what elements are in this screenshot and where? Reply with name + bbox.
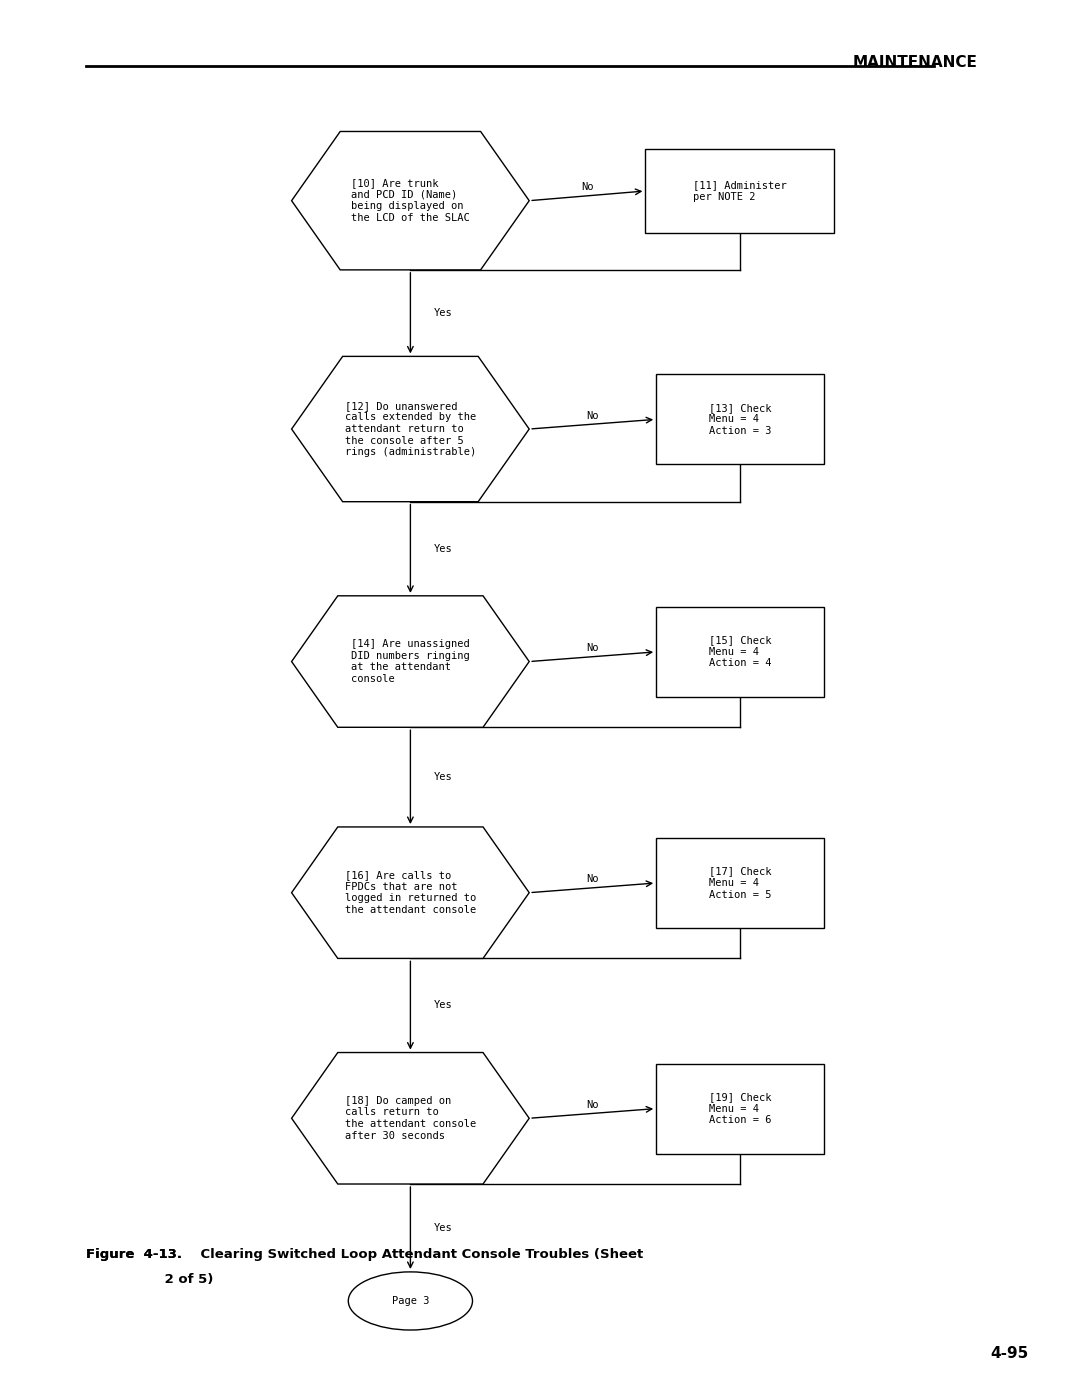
Text: Yes: Yes (434, 544, 453, 554)
Text: No: No (586, 644, 599, 653)
Bar (657, 837, 824, 927)
Text: [12] Do unanswered
calls extended by the
attendant return to
the console after 5: [12] Do unanswered calls extended by the… (345, 401, 476, 457)
Polygon shape (292, 595, 529, 728)
Polygon shape (292, 357, 529, 502)
Text: [11] Administer
per NOTE 2: [11] Administer per NOTE 2 (693, 180, 786, 202)
Text: 4-95: 4-95 (990, 1347, 1029, 1360)
Text: [19] Check
Menu = 4
Action = 6: [19] Check Menu = 4 Action = 6 (708, 1092, 771, 1125)
Text: MAINTENANCE: MAINTENANCE (852, 55, 977, 69)
Bar (657, 374, 824, 465)
Text: [14] Are unassigned
DID numbers ringing
at the attendant
console: [14] Are unassigned DID numbers ringing … (351, 639, 470, 684)
Text: Yes: Yes (434, 772, 453, 782)
Bar (646, 149, 834, 233)
Ellipse shape (348, 1272, 473, 1330)
Polygon shape (292, 828, 529, 958)
Text: No: No (586, 411, 599, 421)
Bar (657, 1063, 824, 1154)
Text: Figure  4-13.: Figure 4-13. (86, 1248, 183, 1261)
Polygon shape (292, 131, 529, 270)
Text: [10] Are trunk
and PCD ID (Name)
being displayed on
the LCD of the SLAC: [10] Are trunk and PCD ID (Name) being d… (351, 179, 470, 223)
Polygon shape (292, 1053, 529, 1183)
Bar (657, 606, 824, 698)
Text: Yes: Yes (434, 1223, 453, 1233)
Text: 2 of 5): 2 of 5) (86, 1273, 214, 1286)
Text: [17] Check
Menu = 4
Action = 5: [17] Check Menu = 4 Action = 5 (708, 866, 771, 900)
Text: [18] Do camped on
calls return to
the attendant console
after 30 seconds: [18] Do camped on calls return to the at… (345, 1096, 476, 1140)
Text: Page 3: Page 3 (392, 1295, 429, 1306)
Text: [13] Check
Menu = 4
Action = 3: [13] Check Menu = 4 Action = 3 (708, 403, 771, 436)
Text: No: No (586, 875, 599, 884)
Text: No: No (581, 183, 594, 192)
Text: Figure  4-13.    Clearing Switched Loop Attendant Console Troubles (Sheet: Figure 4-13. Clearing Switched Loop Atte… (86, 1248, 644, 1261)
Text: Yes: Yes (434, 309, 453, 318)
Text: Yes: Yes (434, 1001, 453, 1010)
Text: No: No (586, 1100, 599, 1110)
Text: [16] Are calls to
FPDCs that are not
logged in returned to
the attendant console: [16] Are calls to FPDCs that are not log… (345, 871, 476, 915)
Text: [15] Check
Menu = 4
Action = 4: [15] Check Menu = 4 Action = 4 (708, 635, 771, 668)
